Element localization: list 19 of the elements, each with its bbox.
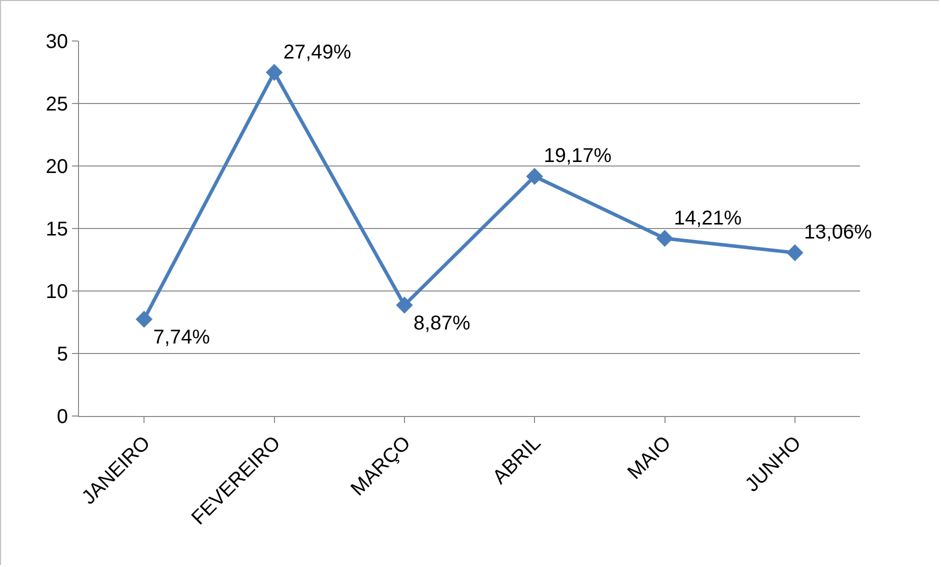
point: [136, 310, 153, 328]
y-tick-label: 10: [46, 281, 68, 303]
y-tick-label: 0: [56, 406, 68, 428]
y-tick-label: 20: [46, 156, 68, 178]
point: [786, 244, 804, 262]
y-tick-label: 30: [46, 31, 68, 53]
data-label: 14,21%: [674, 207, 742, 230]
data-label: 19,17%: [544, 145, 612, 168]
data-label: 13,06%: [804, 222, 872, 244]
point: [266, 64, 283, 81]
y-tick-label: 5: [56, 344, 68, 366]
point: [526, 168, 544, 185]
data-label: 27,49%: [283, 41, 352, 64]
point: [396, 296, 413, 314]
y-tick-label: 25: [46, 94, 68, 116]
point: [656, 230, 674, 247]
data-label: 8,87%: [414, 312, 470, 334]
y-tick-label: 15: [46, 218, 68, 240]
data-label: 7,74%: [153, 326, 210, 348]
